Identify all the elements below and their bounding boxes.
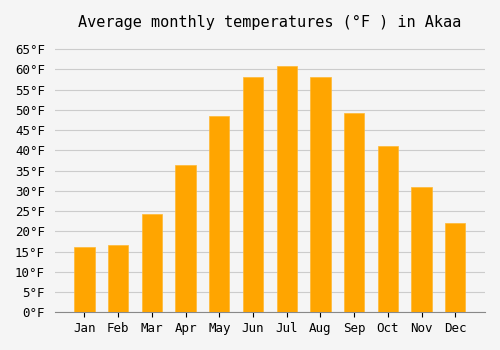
- Bar: [445, 223, 466, 312]
- Bar: [344, 113, 364, 312]
- Bar: [310, 77, 330, 312]
- Bar: [412, 187, 432, 312]
- Bar: [108, 245, 128, 312]
- Bar: [276, 66, 297, 312]
- Bar: [243, 77, 263, 312]
- Bar: [176, 165, 196, 312]
- Bar: [209, 116, 230, 312]
- Bar: [142, 214, 162, 312]
- Bar: [74, 247, 94, 312]
- Bar: [378, 146, 398, 312]
- Title: Average monthly temperatures (°F ) in Akaa: Average monthly temperatures (°F ) in Ak…: [78, 15, 462, 30]
